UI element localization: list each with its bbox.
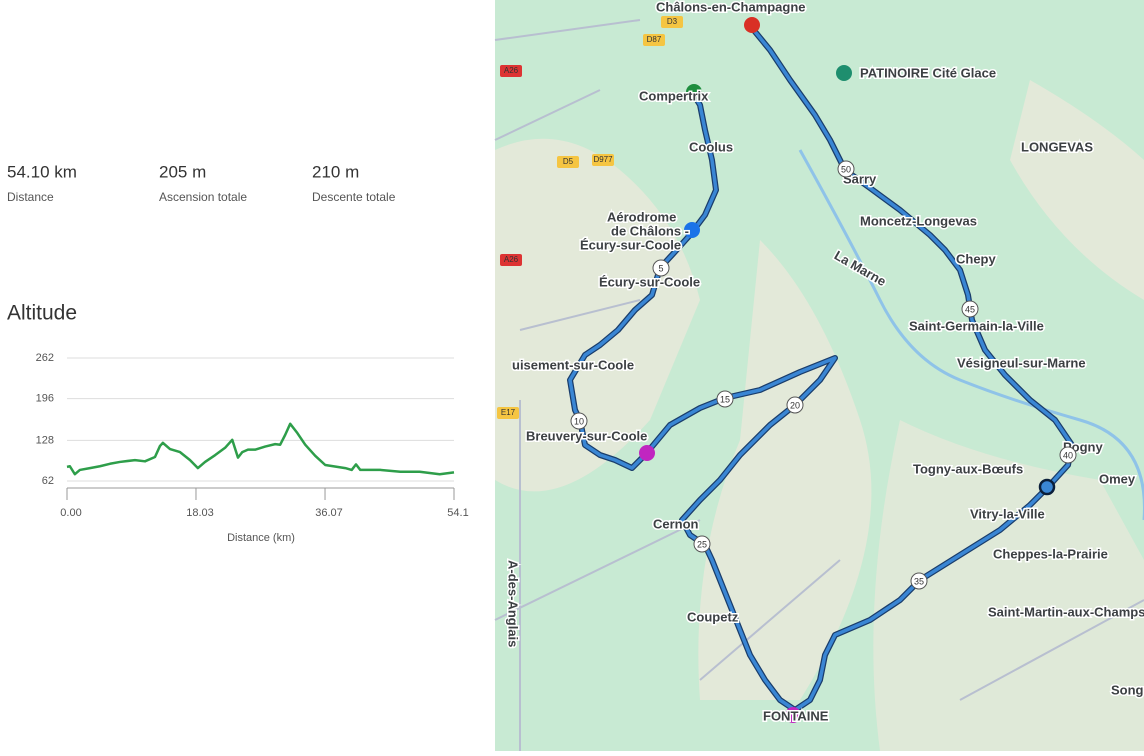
x-axis-label: Distance (km) (227, 532, 295, 544)
road-label: D87 (647, 35, 662, 44)
stat-value: 205 m (159, 162, 206, 181)
x-tick-label: 0.00 (60, 507, 81, 519)
road-shield (497, 407, 519, 419)
km-label: 50 (841, 164, 851, 174)
road-shield (661, 16, 683, 28)
place-label: Vésigneul-sur-Marne (957, 355, 1086, 370)
stat-label: Descente totale (312, 190, 396, 204)
km-marker (837, 160, 855, 178)
altitude-chart: 62 128 196 262 0.00 18.03 36.07 54.1 (36, 352, 469, 519)
road-label: D977 (593, 155, 613, 164)
km-label: 25 (697, 539, 707, 549)
place-label: Coupetz (687, 609, 739, 624)
road-label: A26 (504, 66, 519, 75)
map: Châlons-en-Champagne PATINOIRE Cité Glace… (494, 0, 1144, 751)
river (798, 149, 1144, 520)
place-label: FONTAINE (763, 708, 829, 723)
place-label: Écury-sur-Coole (580, 237, 681, 252)
place-label: Song (1111, 682, 1144, 697)
km-label: 10 (574, 416, 584, 426)
km-label: 40 (1063, 450, 1073, 460)
stat-value: 54.10 km (7, 162, 77, 181)
place-label: Breuvery-sur-Coole (526, 428, 647, 443)
summit-marker (785, 707, 801, 723)
place-label: PATINOIRE Cité Glace (860, 65, 996, 80)
road-label: A26 (504, 255, 519, 264)
road-shield (643, 34, 665, 46)
x-tick-label: 54.1 (447, 507, 468, 519)
position-dot (1038, 478, 1056, 496)
km-label: 20 (790, 400, 800, 410)
road-shield (500, 254, 522, 266)
km-marker (786, 396, 804, 414)
y-tick-label: 262 (36, 352, 54, 364)
y-tick-label: 128 (36, 434, 54, 446)
road-label: D5 (563, 157, 574, 166)
start-marker (686, 84, 702, 100)
place-label: uisement-sur-Coole (512, 357, 634, 372)
y-tick-label: 196 (36, 392, 54, 404)
km-marker (570, 412, 588, 430)
poi-marker (836, 65, 852, 81)
place-label: Saint-Martin-aux-Champs (988, 604, 1144, 619)
place-label: LONGEVAS (1021, 139, 1093, 154)
km-marker (1059, 446, 1077, 464)
place-label: A-des-Anglais (506, 560, 521, 647)
place-label: Moncetz-Longevas (860, 213, 977, 228)
km-marker (652, 259, 670, 277)
road-shield (500, 65, 522, 77)
road-label: E17 (501, 408, 516, 417)
altitude-line (66, 422, 455, 476)
y-tick-label: 62 (42, 475, 54, 487)
road-shield (557, 156, 579, 168)
stat-label: Ascension totale (159, 190, 247, 204)
road-shield (592, 154, 614, 166)
stat-label: Distance (7, 190, 54, 204)
km-marker (961, 300, 979, 318)
place-label: Chepy (956, 251, 997, 266)
km-label: 45 (965, 304, 975, 314)
km-label: 35 (914, 576, 924, 586)
place-label: Châlons-en-Champagne (656, 0, 806, 14)
place-label: Écury-sur-Coole (599, 274, 700, 289)
x-tick-label: 36.07 (315, 507, 343, 519)
place-label: Aérodrome (607, 209, 676, 224)
field (873, 420, 1144, 751)
route (568, 26, 1074, 712)
chart-title: Altitude (7, 302, 77, 325)
place-label: Togny-aux-Bœufs (913, 461, 1023, 476)
place-label: Saint-Germain-la-Ville (909, 318, 1044, 333)
place-label: de Châlons - (611, 223, 689, 238)
place-label: Omey (1099, 471, 1136, 486)
field (495, 138, 700, 492)
field (698, 240, 872, 700)
place-label: Compertrix (639, 88, 709, 103)
stats: 54.10 km Distance 205 m Ascension totale… (7, 162, 396, 204)
place-label: Cernon (653, 516, 699, 531)
place-label: Cheppes-la-Prairie (993, 546, 1108, 561)
roads (494, 19, 1144, 751)
stat-value: 210 m (312, 162, 359, 181)
km-label: 15 (720, 394, 730, 404)
km-marker (910, 572, 928, 590)
field (1010, 80, 1144, 300)
end-marker (744, 17, 760, 33)
place-label: Vitry-la-Ville (970, 506, 1045, 521)
km-marker (693, 535, 711, 553)
km-label: 5 (658, 263, 663, 273)
x-tick-label: 18.03 (186, 507, 214, 519)
summit-marker (639, 445, 655, 461)
place-label: Coolus (689, 139, 733, 154)
airport-marker (684, 222, 700, 238)
road-label: D3 (667, 17, 678, 26)
km-marker (716, 390, 734, 408)
